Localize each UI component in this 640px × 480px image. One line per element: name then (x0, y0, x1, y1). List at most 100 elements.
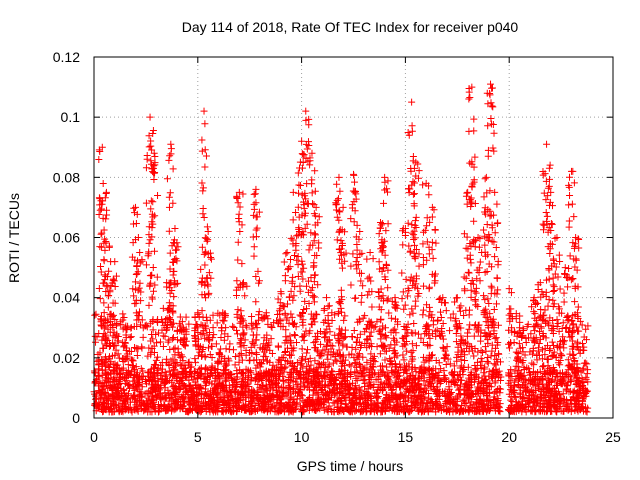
data-point (495, 385, 503, 393)
data-point (263, 386, 271, 394)
data-point (231, 386, 239, 394)
data-point (505, 390, 513, 398)
data-point (392, 390, 400, 398)
data-point (166, 152, 174, 160)
data-point (149, 127, 157, 135)
data-point (149, 198, 157, 206)
data-point (583, 408, 591, 416)
data-point (315, 213, 323, 221)
data-point (238, 260, 246, 268)
data-point (545, 164, 553, 172)
data-point (381, 173, 389, 181)
data-point (564, 406, 572, 414)
data-point (170, 382, 178, 390)
data-point (389, 385, 397, 393)
data-point (525, 365, 533, 373)
data-point (149, 287, 157, 295)
data-point (170, 372, 178, 380)
data-point (238, 384, 246, 392)
data-point (283, 249, 291, 257)
data-point (398, 269, 406, 277)
data-point (249, 233, 257, 241)
data-point (172, 280, 180, 288)
data-point (91, 311, 99, 319)
data-point (531, 408, 539, 416)
data-point (99, 398, 107, 406)
data-points (90, 80, 592, 416)
data-point (471, 153, 479, 161)
data-point (349, 250, 357, 258)
data-point (325, 402, 333, 410)
data-point (202, 313, 210, 321)
data-point (265, 400, 273, 408)
data-point (131, 278, 139, 286)
data-point (351, 188, 359, 196)
data-point (476, 258, 484, 266)
data-point (567, 387, 575, 395)
data-point (480, 226, 488, 234)
data-point (473, 390, 481, 398)
data-point (410, 227, 418, 235)
data-point (470, 352, 478, 360)
data-point (142, 261, 150, 269)
data-point (401, 301, 409, 309)
data-point (197, 265, 205, 273)
data-point (359, 282, 367, 290)
data-point (453, 401, 461, 409)
data-point (377, 316, 385, 324)
data-point (251, 190, 259, 198)
data-point (419, 261, 427, 269)
data-point (296, 385, 304, 393)
data-point (345, 361, 353, 369)
data-point (119, 310, 127, 318)
data-point (505, 311, 513, 319)
data-point (308, 189, 316, 197)
data-point (484, 359, 492, 367)
data-point (294, 261, 302, 269)
data-point (160, 401, 168, 409)
data-point (491, 253, 499, 261)
data-point (461, 287, 469, 295)
data-point (535, 328, 543, 336)
data-point (431, 226, 439, 234)
data-point (507, 405, 515, 413)
data-point (103, 206, 111, 214)
data-point (403, 347, 411, 355)
data-point (470, 217, 478, 225)
data-point (321, 329, 329, 337)
data-point (298, 345, 306, 353)
data-point (303, 346, 311, 354)
data-point (250, 252, 258, 260)
data-point (253, 331, 261, 339)
data-point (411, 190, 419, 198)
data-point (198, 179, 206, 187)
data-point (430, 317, 438, 325)
data-point (505, 344, 513, 352)
data-point (407, 348, 415, 356)
data-point (303, 349, 311, 357)
data-point (309, 200, 317, 208)
data-point (127, 406, 135, 414)
data-point (220, 310, 228, 318)
data-point (310, 339, 318, 347)
data-point (171, 344, 179, 352)
data-point (202, 152, 210, 160)
data-point (138, 344, 146, 352)
data-point (174, 345, 182, 353)
data-point (415, 262, 423, 270)
data-point (254, 406, 262, 414)
data-point (100, 257, 108, 265)
data-point (528, 359, 536, 367)
data-point (148, 293, 156, 301)
data-point (338, 264, 346, 272)
data-point (546, 396, 554, 404)
data-point (238, 388, 246, 396)
data-point (251, 376, 259, 384)
data-point (296, 287, 304, 295)
data-point (483, 220, 491, 228)
data-point (507, 396, 515, 404)
data-point (357, 277, 365, 285)
data-point (467, 194, 475, 202)
data-point (198, 136, 206, 144)
data-point (310, 293, 318, 301)
